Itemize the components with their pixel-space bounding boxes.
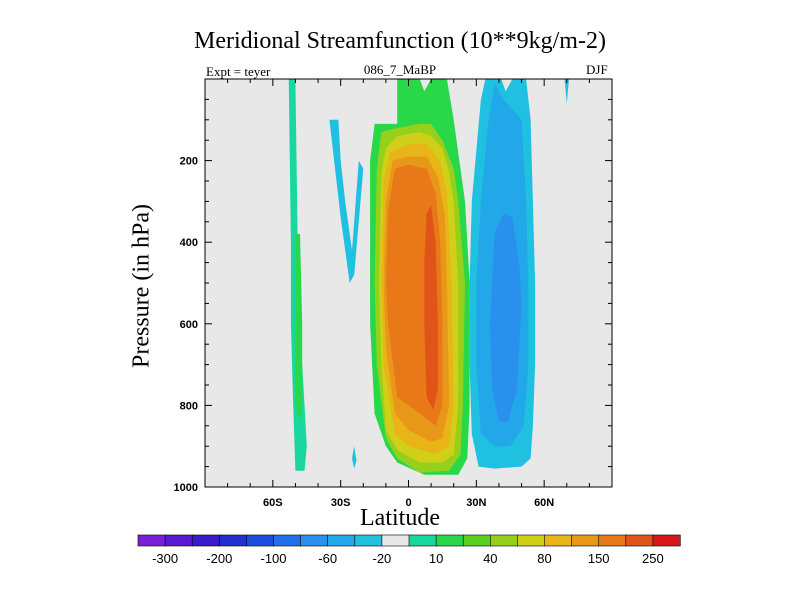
x-tick-label: 60N <box>534 497 554 509</box>
colorbar-label: -60 <box>318 551 337 566</box>
colorbar-label: -200 <box>206 551 232 566</box>
y-tick-label: 400 <box>180 237 198 249</box>
colorbar-swatch <box>598 534 627 547</box>
season-label: DJF <box>586 62 608 77</box>
colorbar-label: 150 <box>588 551 610 566</box>
colorbar-swatch <box>219 534 248 547</box>
colorbar-swatch <box>273 534 302 547</box>
contour-sh-weak-neg-2 <box>352 446 357 469</box>
colorbar-label: -100 <box>260 551 286 566</box>
chart-title: Meridional Streamfunction (10**9kg/m-2) <box>194 28 606 54</box>
experiment-id: 086_7_MaBP <box>363 62 437 77</box>
experiment-label: Expt = teyer <box>206 64 271 79</box>
y-tick-label: 800 <box>180 400 198 412</box>
contour-hadley-red-orange <box>424 205 438 410</box>
colorbar-swatch <box>246 534 275 547</box>
colorbar-swatch <box>517 534 546 547</box>
colorbar-swatch <box>489 534 518 547</box>
colorbar: -300 -200 -100 -60 -20 10 40 80 150 250 <box>137 534 681 566</box>
colorbar-swatch <box>652 534 681 547</box>
contour-sh-cell-inner <box>295 234 303 422</box>
contour-sh-weak-neg <box>329 119 364 283</box>
contour-regions <box>288 79 569 475</box>
colorbar-swatch <box>300 534 329 547</box>
contour-nh-cell-spike <box>564 79 569 104</box>
colorbar-label: 10 <box>429 551 443 566</box>
colorbar-swatch <box>625 534 654 547</box>
colorbar-label: 40 <box>483 551 497 566</box>
colorbar-label: -20 <box>373 551 392 566</box>
colorbar-swatch <box>354 534 383 547</box>
colorbar-swatch <box>408 534 437 547</box>
colorbar-swatch <box>462 534 491 547</box>
colorbar-swatch <box>435 534 464 547</box>
x-tick-label: 0 <box>405 497 411 509</box>
colorbar-swatch <box>191 534 220 547</box>
x-axis-label: Latitude <box>360 505 440 531</box>
colorbar-swatch <box>137 534 166 547</box>
colorbar-label: 250 <box>642 551 664 566</box>
x-tick-label: 30S <box>331 497 351 509</box>
y-tick-label: 600 <box>180 319 198 331</box>
axis-ticks: 60S 30S 0 30N 60N 200 400 600 800 1000 <box>174 78 613 509</box>
x-tick-label: 30N <box>466 497 486 509</box>
colorbar-label: -300 <box>152 551 178 566</box>
colorbar-swatch <box>164 534 193 547</box>
colorbar-swatch <box>571 534 600 547</box>
y-tick-label: 200 <box>180 156 198 168</box>
y-tick-label: 1000 <box>174 482 198 494</box>
colorbar-label: 80 <box>537 551 551 566</box>
colorbar-swatch <box>381 534 410 547</box>
colorbar-swatch <box>327 534 356 547</box>
contour-nh-cell-inner <box>489 213 522 422</box>
x-tick-label: 60S <box>263 497 283 509</box>
colorbar-swatch <box>544 534 573 547</box>
